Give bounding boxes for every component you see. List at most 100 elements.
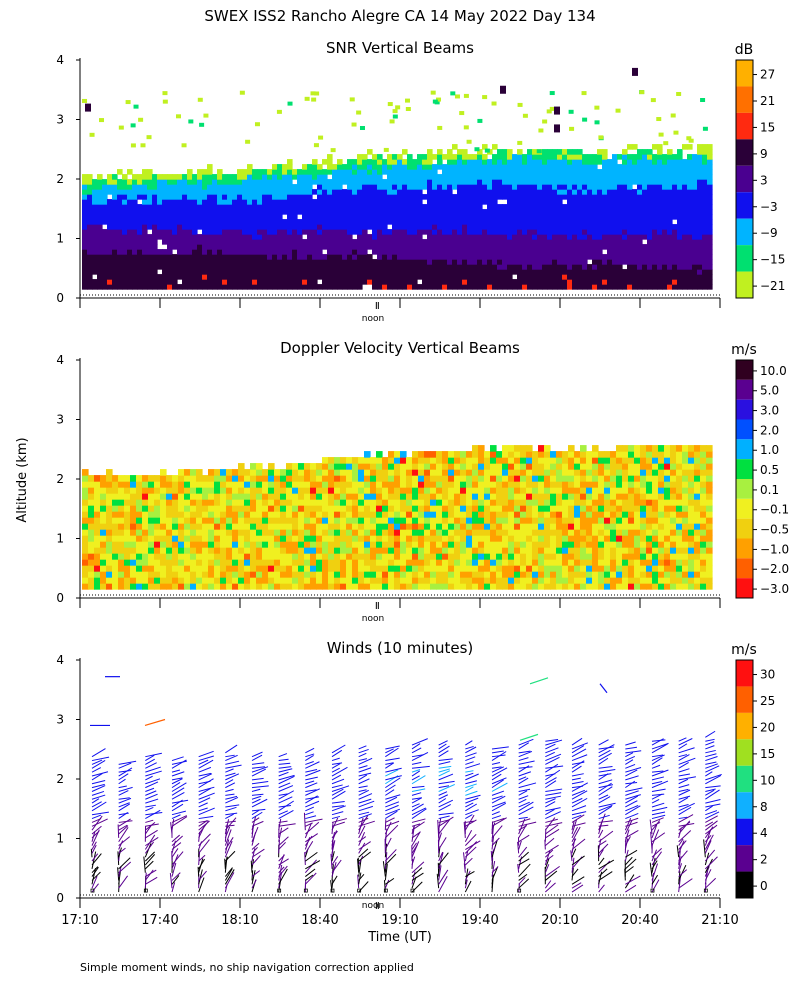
snr-cell [457,184,463,190]
doppler-cell [304,487,311,494]
snr-cell [517,164,523,170]
doppler-cell [514,559,521,566]
snr-cell [317,229,323,235]
snr-cell [117,199,123,205]
doppler-cell [256,529,263,536]
snr-cell [427,259,433,265]
snr-cell [447,199,453,205]
snr-cell [467,204,473,210]
doppler-cell [112,541,119,548]
doppler-cell [274,565,281,572]
doppler-cell [298,553,305,560]
snr-cell [112,234,118,240]
snr-cell [162,214,168,220]
snr-cell [687,244,693,250]
snr-cell [472,279,478,285]
snr-cell [637,234,643,240]
snr-cell [467,264,473,270]
snr-cell [462,254,468,260]
doppler-cell [322,547,329,554]
doppler-cell [334,559,341,566]
snr-cell [172,174,178,180]
doppler-cell [100,493,107,500]
snr-cell [387,102,393,107]
snr-cell [587,219,593,225]
snr-cell [292,244,298,250]
doppler-cell [226,583,233,590]
snr-cell [287,244,293,250]
doppler-cell [328,475,335,482]
snr-cell [122,189,128,195]
doppler-cell [298,577,305,584]
snr-cell [332,179,338,185]
snr-cell [392,254,398,260]
snr-cell [402,284,408,290]
snr-cell [397,214,403,220]
doppler-cell [382,469,389,476]
snr-cell [187,274,193,280]
snr-cell [272,269,278,275]
snr-cell [552,254,558,260]
snr-cell [292,189,298,195]
snr-cell [227,254,233,260]
snr-cell [612,274,618,280]
snr-cell [602,189,608,195]
snr-cell [482,254,488,260]
snr-cell [707,229,713,235]
doppler-cell [322,487,329,494]
doppler-cell [130,583,137,590]
snr-cell [612,244,618,250]
snr-cell [502,174,508,180]
snr-cell [697,189,703,195]
doppler-cell [280,541,287,548]
snr-cell [427,229,433,235]
snr-cell [672,214,678,220]
snr-cell [507,179,513,185]
snr-cell [192,254,198,260]
snr-cell [677,194,683,200]
snr-cell [97,259,103,265]
snr-cell [252,189,258,195]
snr-cell [112,174,118,180]
doppler-cell [124,493,131,500]
snr-cell [557,179,563,185]
doppler-cell [226,547,233,554]
snr-cell [622,194,628,200]
snr-cell [512,229,518,235]
snr-cell [102,239,108,245]
doppler-cell [100,475,107,482]
snr-cell [672,199,678,205]
snr-cell [292,224,298,230]
snr-cell [267,254,273,260]
doppler-cell [346,469,353,476]
snr-cell [187,194,193,200]
doppler-cell [88,559,95,566]
snr-cell [182,254,188,260]
snr-cell [687,274,693,280]
doppler-cell [442,583,449,590]
snr-cell [617,264,623,270]
snr-cell [402,149,408,155]
snr-cell [497,204,503,210]
snr-cell [687,204,693,210]
snr-cell [397,244,403,250]
snr-cell [107,189,113,195]
snr-cell [707,199,713,205]
snr-cell [532,159,538,165]
snr-cell [92,239,98,245]
doppler-cell [220,577,227,584]
snr-cell [402,274,408,280]
snr-cell [332,169,338,175]
snr-cell [232,239,238,245]
doppler-cell [346,571,353,578]
snr-cell [594,105,600,110]
snr-cell [657,244,663,250]
snr-cell [302,264,308,270]
doppler-cell [400,511,407,518]
snr-cell [412,209,418,215]
snr-cell [182,199,188,205]
snr-cell [87,179,93,185]
snr-cell [702,274,708,280]
doppler-cell [106,571,113,578]
snr-cell [572,279,578,285]
